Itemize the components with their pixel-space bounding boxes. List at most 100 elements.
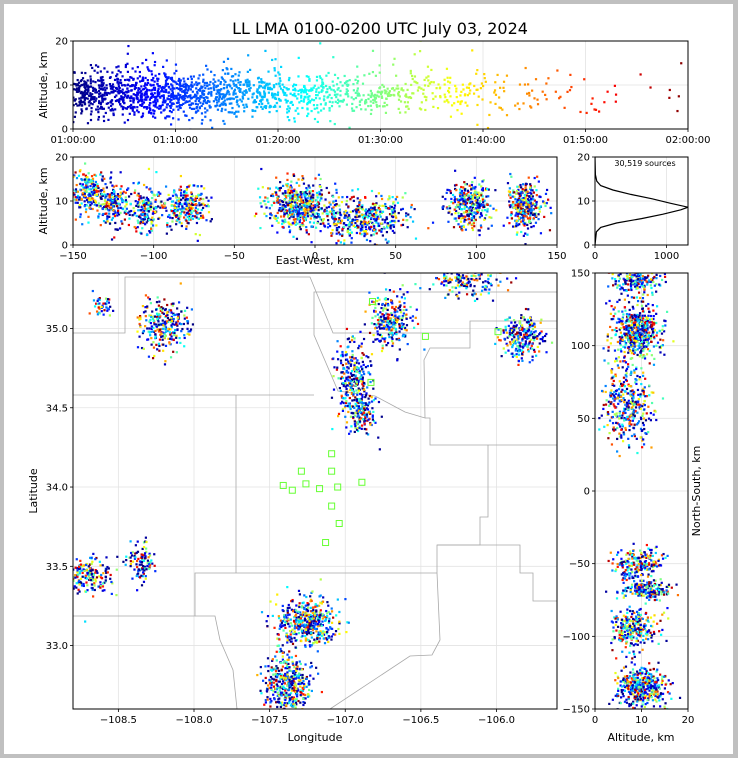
- source-point: [496, 73, 499, 77]
- source-point: [480, 214, 483, 217]
- source-point: [164, 206, 167, 209]
- source-point: [372, 213, 376, 216]
- source-point: [116, 90, 119, 93]
- source-point: [288, 76, 291, 80]
- source-point: [268, 187, 272, 190]
- source-point: [300, 206, 303, 209]
- source-point: [109, 176, 113, 179]
- source-point: [170, 228, 173, 231]
- x-tick-label: −150: [59, 251, 86, 262]
- source-point: [388, 331, 391, 334]
- source-point: [473, 193, 476, 196]
- source-point: [523, 208, 526, 212]
- source-point: [457, 211, 460, 215]
- source-point: [112, 212, 115, 215]
- source-point: [348, 214, 351, 217]
- source-point: [184, 86, 187, 89]
- source-point: [237, 105, 241, 108]
- source-point: [164, 73, 167, 76]
- source-point: [316, 221, 319, 225]
- source-point: [200, 86, 203, 89]
- source-point: [91, 180, 95, 183]
- source-point: [404, 335, 407, 338]
- source-point: [175, 69, 178, 72]
- source-point: [112, 85, 115, 89]
- source-point: [101, 304, 104, 307]
- source-point: [120, 105, 123, 108]
- source-point: [78, 86, 81, 89]
- source-point: [510, 217, 513, 220]
- source-point: [206, 84, 209, 88]
- source-point: [351, 109, 354, 112]
- source-point: [371, 316, 374, 320]
- source-point: [360, 365, 363, 368]
- source-point: [161, 327, 164, 330]
- source-point: [315, 212, 318, 215]
- source-point: [147, 68, 150, 71]
- source-point: [126, 78, 129, 81]
- source-point: [311, 209, 314, 212]
- source-point: [133, 210, 136, 213]
- source-point: [94, 180, 98, 184]
- source-point: [87, 101, 90, 104]
- source-point: [387, 316, 390, 319]
- source-point: [518, 199, 522, 202]
- source-point: [461, 229, 464, 232]
- source-point: [463, 195, 466, 198]
- source-point: [346, 384, 350, 387]
- source-point: [276, 211, 279, 215]
- source-point: [141, 102, 144, 105]
- source-point: [523, 224, 526, 227]
- source-point: [161, 311, 164, 314]
- source-point: [478, 229, 481, 232]
- source-point: [372, 387, 375, 390]
- source-point: [140, 85, 143, 88]
- source-point: [315, 88, 318, 91]
- source-point: [385, 90, 388, 93]
- source-point: [304, 199, 308, 202]
- source-point: [406, 342, 409, 346]
- source-point: [345, 103, 348, 106]
- source-point: [450, 197, 453, 201]
- source-point: [482, 84, 485, 88]
- source-point: [375, 219, 378, 222]
- source-point: [115, 74, 118, 78]
- y-tick-label: 10: [55, 197, 68, 208]
- source-point: [358, 103, 361, 107]
- source-point: [554, 90, 557, 93]
- source-point: [85, 182, 88, 185]
- source-point: [511, 203, 514, 206]
- source-point: [316, 107, 319, 110]
- source-point: [516, 219, 520, 223]
- source-point: [201, 102, 205, 105]
- source-point: [326, 88, 329, 91]
- source-point: [477, 95, 480, 98]
- source-point: [279, 181, 282, 184]
- source-point: [302, 177, 305, 180]
- source-point: [148, 298, 151, 301]
- source-point: [174, 193, 177, 196]
- source-point: [151, 115, 155, 118]
- source-point: [99, 103, 102, 106]
- source-point: [326, 226, 330, 229]
- source-point: [149, 302, 152, 305]
- source-point: [393, 57, 396, 60]
- source-point: [195, 87, 198, 90]
- source-point: [385, 323, 389, 327]
- source-point: [300, 99, 303, 102]
- source-point: [234, 79, 237, 82]
- source-point: [515, 223, 518, 227]
- source-point: [519, 211, 522, 214]
- source-point: [160, 335, 163, 338]
- source-point: [330, 96, 333, 100]
- source-point: [245, 103, 248, 106]
- source-point: [108, 222, 112, 225]
- source-point: [126, 118, 130, 122]
- source-point: [321, 89, 324, 92]
- source-point: [196, 92, 199, 95]
- source-point: [271, 96, 274, 99]
- source-point: [182, 197, 185, 200]
- source-point: [176, 328, 179, 332]
- source-point: [406, 291, 409, 294]
- source-point: [174, 214, 177, 217]
